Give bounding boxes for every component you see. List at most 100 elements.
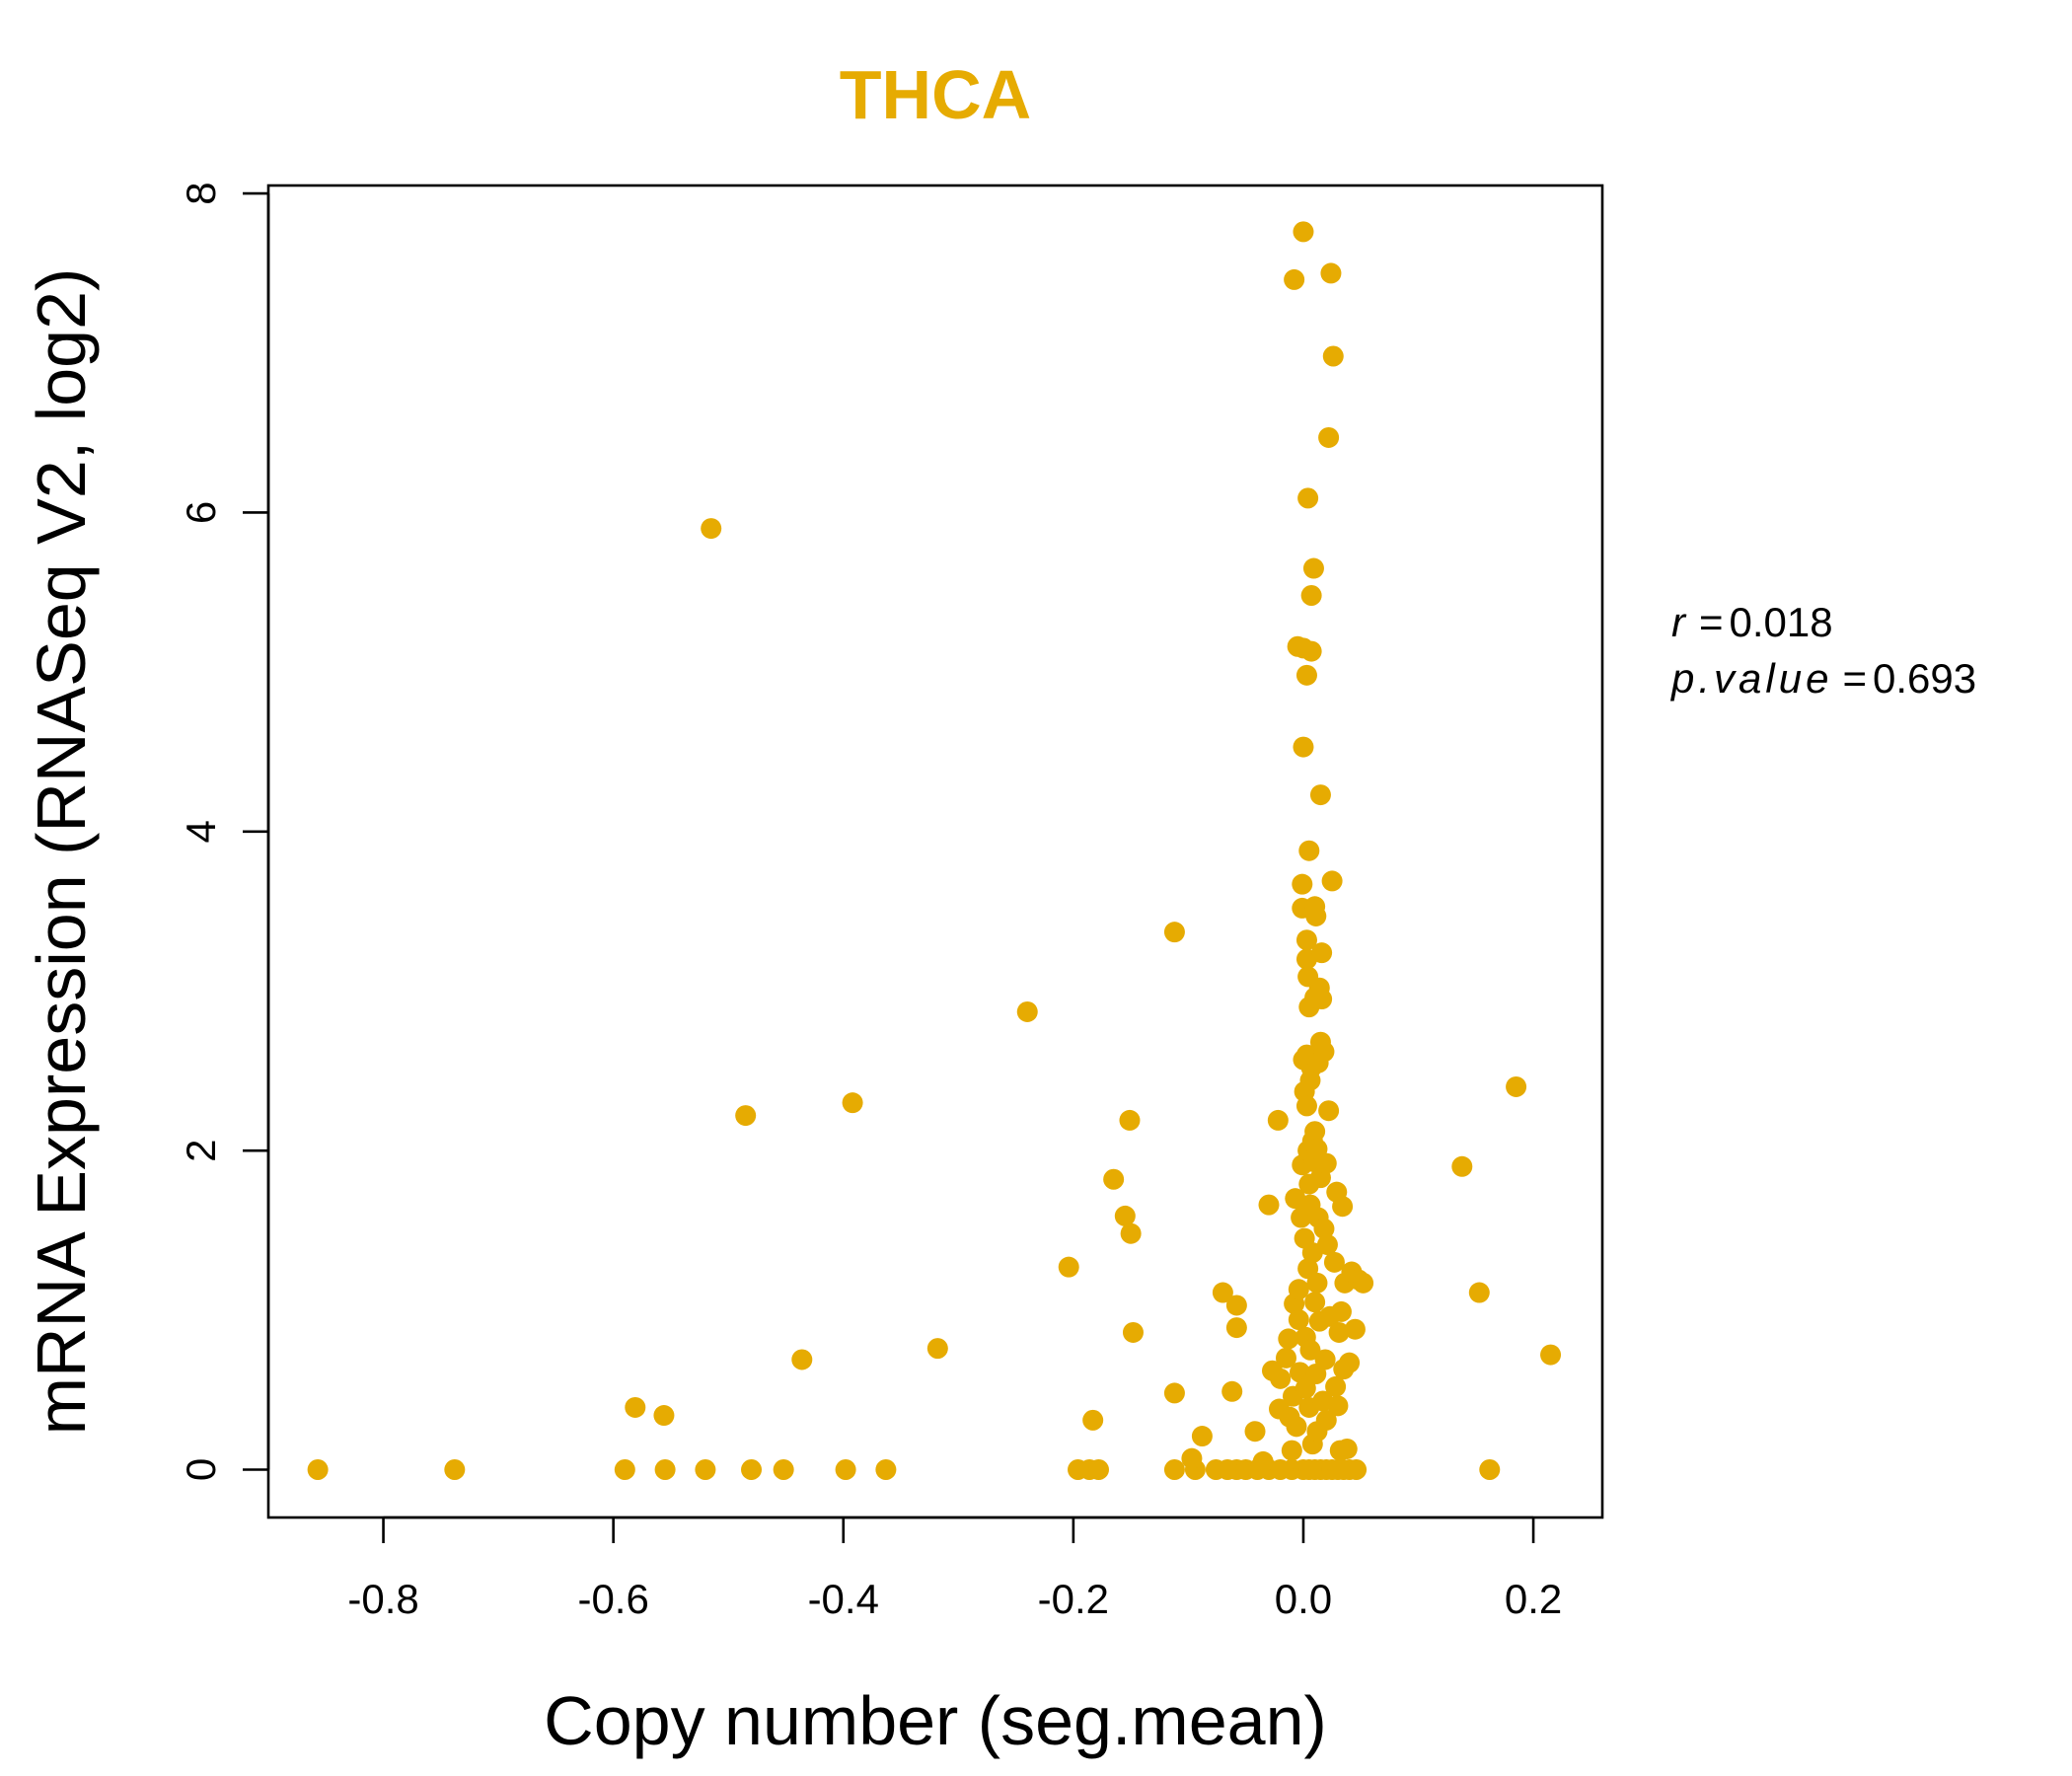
data-point — [1316, 1234, 1338, 1256]
data-point — [1313, 1041, 1335, 1063]
data-point — [1292, 873, 1313, 895]
y-tick-label: 0 — [178, 1458, 224, 1481]
data-point — [1016, 1000, 1038, 1022]
data-point — [1275, 1347, 1296, 1369]
data-point — [1278, 1328, 1299, 1350]
x-tick-label: 0.2 — [1505, 1576, 1562, 1622]
data-point — [1306, 1272, 1328, 1294]
x-axis-title: Copy number (seg.mean) — [544, 1682, 1327, 1759]
data-point — [1122, 1321, 1144, 1343]
data-point — [1323, 1251, 1345, 1273]
y-axis: 0 2 4 6 8 — [178, 182, 270, 1481]
y-tick-label: 8 — [178, 182, 224, 204]
data-point — [1332, 1196, 1354, 1218]
p-stat: p.value = 0.693 — [1669, 655, 1976, 702]
p-value: 0.693 — [1873, 655, 1976, 702]
data-point — [1088, 1458, 1110, 1480]
data-point — [1540, 1344, 1562, 1366]
data-point — [1212, 1282, 1233, 1303]
data-point — [1321, 870, 1343, 892]
data-point — [1325, 1375, 1347, 1397]
y-axis-title: mRNA Expression (RNASeq V2, log2) — [23, 268, 100, 1436]
data-point — [1295, 929, 1317, 951]
data-point — [1315, 1409, 1337, 1431]
data-point — [1311, 942, 1333, 964]
data-point — [1286, 1416, 1307, 1438]
x-tick-label: 0.0 — [1275, 1576, 1332, 1622]
data-point — [1320, 262, 1342, 284]
data-point — [1304, 1292, 1326, 1313]
data-point — [701, 518, 722, 540]
data-point — [1299, 1339, 1321, 1361]
data-point — [773, 1458, 794, 1480]
data-points — [307, 221, 1562, 1480]
correlation-annotation: r = 0.018 p.value = 0.693 — [1669, 599, 1976, 702]
data-point — [1288, 1279, 1309, 1300]
data-point — [1336, 1438, 1358, 1459]
data-point — [1311, 989, 1333, 1010]
data-point — [1103, 1168, 1125, 1190]
data-point — [1082, 1409, 1104, 1431]
data-point — [1293, 221, 1314, 243]
data-point — [1300, 640, 1322, 662]
data-point — [1281, 1440, 1302, 1461]
data-point — [1289, 1362, 1310, 1383]
data-point — [1318, 1100, 1340, 1122]
data-point — [1295, 664, 1317, 686]
data-point — [1244, 1421, 1266, 1443]
data-point — [1353, 1272, 1374, 1294]
y-tick-label: 4 — [178, 820, 224, 843]
data-point — [1119, 1109, 1141, 1131]
data-point — [444, 1458, 466, 1480]
data-point — [1297, 487, 1319, 509]
data-point — [1191, 1426, 1213, 1447]
x-tick-label: -0.2 — [1038, 1576, 1109, 1622]
x-tick-label: -0.6 — [577, 1576, 648, 1622]
data-point — [1267, 1109, 1289, 1131]
data-point — [625, 1396, 646, 1418]
data-point — [695, 1458, 716, 1480]
data-point — [1330, 1300, 1352, 1322]
data-point — [1284, 268, 1305, 290]
data-point — [735, 1105, 757, 1127]
data-point — [1304, 1121, 1326, 1143]
data-point — [791, 1349, 813, 1370]
data-point — [1344, 1318, 1366, 1340]
y-tick-label: 6 — [178, 501, 224, 524]
data-point — [1163, 1382, 1185, 1404]
plot-frame — [266, 184, 1604, 1519]
data-point — [1288, 1309, 1309, 1331]
data-point — [307, 1458, 329, 1480]
data-point — [1451, 1155, 1473, 1177]
data-point — [741, 1458, 763, 1480]
data-point — [1252, 1450, 1274, 1472]
r-value: 0.018 — [1730, 599, 1833, 645]
data-point — [1120, 1222, 1142, 1244]
data-point — [1305, 905, 1327, 926]
p-label: p.value — [1669, 655, 1832, 702]
data-point — [1339, 1352, 1361, 1373]
data-point — [1313, 1218, 1335, 1239]
data-point — [653, 1405, 675, 1427]
data-point — [842, 1092, 863, 1114]
data-point — [1468, 1282, 1490, 1303]
data-point — [1322, 345, 1344, 367]
data-point — [1163, 1458, 1185, 1480]
data-point — [1225, 1295, 1247, 1316]
data-point — [1327, 1395, 1349, 1417]
data-point — [1295, 1377, 1316, 1399]
data-point — [1058, 1256, 1079, 1278]
data-point — [1295, 1095, 1317, 1117]
data-point — [1318, 426, 1340, 448]
data-point — [1300, 585, 1322, 607]
chart-title: THCA — [840, 56, 1031, 133]
data-point — [1314, 1349, 1336, 1370]
r-label: r — [1671, 599, 1689, 645]
data-point — [1302, 557, 1324, 579]
r-stat: r = 0.018 — [1671, 599, 1833, 645]
data-point — [835, 1458, 856, 1480]
data-point — [926, 1338, 948, 1360]
data-point — [1181, 1447, 1203, 1469]
